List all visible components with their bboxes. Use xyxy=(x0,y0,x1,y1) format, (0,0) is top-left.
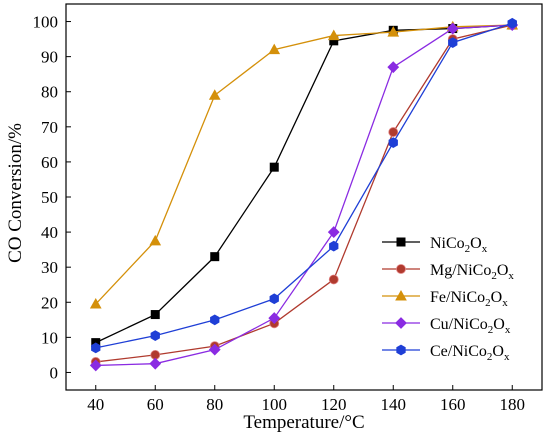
data-point xyxy=(208,89,221,100)
y-tick-label: 90 xyxy=(41,48,58,67)
data-point xyxy=(268,43,281,55)
y-tick-label: 70 xyxy=(41,118,58,137)
legend-label: Cu/NiCo2Ox xyxy=(430,316,511,336)
data-point xyxy=(387,61,400,74)
data-point xyxy=(208,343,221,356)
data-point xyxy=(89,359,102,372)
y-tick-label: 100 xyxy=(33,13,59,32)
data-point xyxy=(89,297,102,309)
legend-label: Mg/NiCo2Ox xyxy=(430,262,514,282)
legend-label: Fe/NiCo2Ox xyxy=(430,289,508,309)
data-point xyxy=(507,17,517,29)
legend-item: Cu/NiCo2Ox xyxy=(382,316,511,336)
data-point xyxy=(150,330,160,341)
data-point xyxy=(395,317,407,329)
y-axis-title: CO Conversion/% xyxy=(5,123,26,263)
data-point xyxy=(149,357,162,370)
legend-item: Fe/NiCo2Ox xyxy=(382,289,508,309)
y-tick-label: 20 xyxy=(41,293,58,312)
y-tick-label: 50 xyxy=(41,188,58,207)
series-line xyxy=(95,24,513,305)
data-point xyxy=(448,37,458,48)
series xyxy=(89,17,519,372)
data-point xyxy=(210,252,220,262)
y-tick-label: 30 xyxy=(41,258,58,277)
y-tick-label: 40 xyxy=(41,223,58,242)
data-point xyxy=(328,274,339,285)
series-line xyxy=(95,22,513,349)
data-point xyxy=(388,137,398,148)
data-point xyxy=(91,342,101,354)
axes: 40 60 80 100 120 140 160 180 0 10 20 30 40 50 60 70 80 90… xyxy=(33,3,543,414)
series-ce-nico2ox xyxy=(91,17,517,354)
data-point xyxy=(329,240,339,252)
data-point xyxy=(396,344,406,356)
data-point xyxy=(150,310,160,320)
data-point xyxy=(396,264,406,274)
series-line xyxy=(95,24,513,363)
x-tick-label: 80 xyxy=(206,395,223,414)
x-tick-label: 60 xyxy=(147,395,164,414)
data-point xyxy=(269,293,279,305)
x-tick-label: 40 xyxy=(87,395,104,414)
data-point xyxy=(387,26,400,37)
data-point xyxy=(327,226,340,238)
y-tick-label: 0 xyxy=(50,363,59,382)
y-tick-label: 10 xyxy=(41,328,58,347)
x-tick-label: 180 xyxy=(500,395,526,414)
data-point xyxy=(149,234,162,246)
data-point xyxy=(327,29,340,41)
data-point xyxy=(210,314,220,326)
y-tick-label: 80 xyxy=(41,83,58,102)
series-line xyxy=(95,24,513,344)
legend-item: Ce/NiCo2Ox xyxy=(382,343,510,363)
legend: NiCo2Ox Mg/NiCo2Ox Fe/NiCo2Ox Cu/NiCo2Ox Ce/… xyxy=(382,235,514,363)
x-axis-title: Temperature/°C xyxy=(243,412,364,433)
x-tick-label: 120 xyxy=(321,395,347,414)
data-point xyxy=(396,237,406,247)
series-line xyxy=(95,24,513,367)
data-point xyxy=(268,312,281,324)
data-point xyxy=(269,162,279,172)
x-tick-label: 140 xyxy=(381,395,407,414)
x-tick-label: 160 xyxy=(440,395,466,414)
legend-label: NiCo2Ox xyxy=(430,235,488,255)
legend-item: NiCo2Ox xyxy=(382,235,488,255)
x-tick-label: 100 xyxy=(262,395,288,414)
legend-item: Mg/NiCo2Ox xyxy=(382,262,514,282)
data-point xyxy=(446,22,459,35)
legend-label: Ce/NiCo2Ox xyxy=(430,343,510,363)
y-tick-label: 60 xyxy=(41,153,58,172)
data-point xyxy=(395,289,407,301)
data-point xyxy=(388,127,399,137)
